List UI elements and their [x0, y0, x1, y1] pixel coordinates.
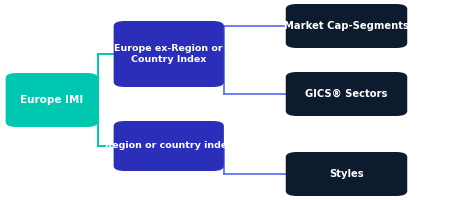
Text: Region or country index: Region or country index [104, 142, 233, 150]
FancyBboxPatch shape [113, 21, 224, 87]
Text: Europe ex-Region or
Country Index: Europe ex-Region or Country Index [114, 44, 223, 64]
FancyBboxPatch shape [286, 152, 407, 196]
FancyBboxPatch shape [286, 72, 407, 116]
Text: Europe IMI: Europe IMI [20, 95, 83, 105]
FancyBboxPatch shape [286, 4, 407, 48]
FancyBboxPatch shape [113, 121, 224, 171]
Text: GICS® Sectors: GICS® Sectors [305, 89, 388, 99]
FancyBboxPatch shape [6, 73, 98, 127]
Text: Market Cap-Segments: Market Cap-Segments [284, 21, 409, 31]
Text: Styles: Styles [329, 169, 364, 179]
